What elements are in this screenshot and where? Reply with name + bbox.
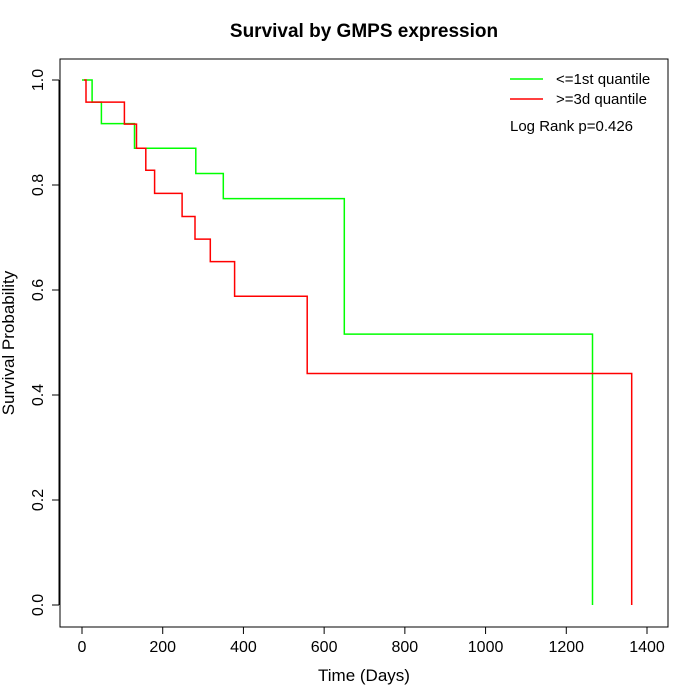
x-tick-label: 600 [311,639,338,656]
y-tick-label: 1.0 [30,69,47,91]
x-tick-label: 0 [78,639,87,656]
plot-frame [59,58,669,628]
y-axis: 0.0 0.2 0.4 0.6 0.8 1.0 [30,69,60,616]
x-tick-label: 400 [230,639,257,656]
x-axis-label: Time (Days) [318,666,410,685]
legend-label-low: <=1st quantile [556,71,650,88]
x-axis: 0 200 400 600 800 1000 1200 1400 [78,626,665,656]
legend-label-high: >=3d quantile [556,91,647,108]
x-tick-label: 800 [392,639,419,656]
series-line-0 [82,79,594,605]
x-tick-label: 1000 [468,639,504,656]
y-tick-label: 0.0 [30,594,47,616]
y-tick-label: 0.2 [30,489,47,511]
y-tick-label: 0.4 [30,384,47,406]
log-rank-annotation: Log Rank p=0.426 [510,118,633,135]
legend: <=1st quantile >=3d quantile [510,71,650,108]
chart-title: Survival by GMPS expression [230,21,498,42]
y-tick-label: 0.8 [30,174,47,196]
y-tick-label: 0.6 [30,279,47,301]
x-tick-label: 1200 [548,639,584,656]
series-line-1 [84,79,633,605]
x-tick-label: 200 [149,639,176,656]
series-lines [82,79,633,605]
y-axis-label: Survival Probability [0,270,18,415]
x-tick-label: 1400 [629,639,665,656]
